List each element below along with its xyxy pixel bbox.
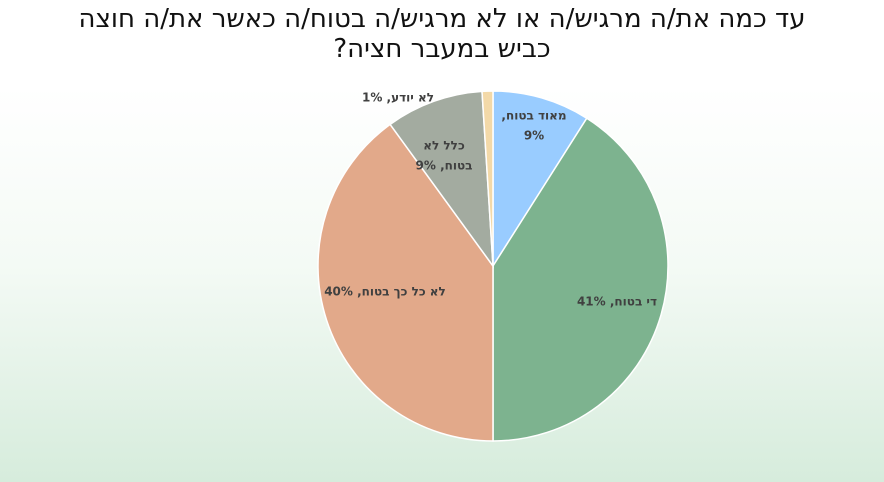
chart-title: עד כמה את/ה מרגיש/ה או לא מרגיש/ה בטוח/ה… — [0, 4, 884, 64]
pie-slice-1 — [492, 117, 669, 442]
slice-label-4: לא יודע, 1% — [362, 91, 434, 105]
pie-slice-3 — [389, 90, 494, 269]
slice-label-4-line-0: לא יודע, 1% — [362, 91, 434, 105]
slice-label-0-line-0: מאוד בטוח, — [501, 109, 566, 123]
slice-label-0-line-1: 9% — [524, 129, 544, 143]
slice-label-3: כלל לא בטוח, 9% — [416, 139, 473, 173]
slice-label-3-line-1: בטוח, 9% — [416, 159, 473, 173]
slice-label-1: די בטוח, 41% — [577, 295, 657, 309]
slice-label-1-line-0: די בטוח, 41% — [577, 295, 657, 309]
slice-label-0: מאוד בטוח, 9% — [501, 109, 566, 143]
pie-slice-4 — [481, 90, 494, 267]
slice-label-2: לא כל כך בטוח, 40% — [324, 285, 446, 299]
slice-label-2-line-0: לא כל כך בטוח, 40% — [324, 285, 446, 299]
pie-slice-2 — [317, 123, 494, 442]
pie-slice-0 — [492, 90, 588, 269]
chart-title-line-1: עד כמה את/ה מרגיש/ה או לא מרגיש/ה בטוח/ה… — [78, 4, 806, 34]
chart-title-line-2: כביש במעבר חציה? — [333, 34, 551, 64]
slice-label-3-line-0: כלל לא — [423, 139, 465, 153]
